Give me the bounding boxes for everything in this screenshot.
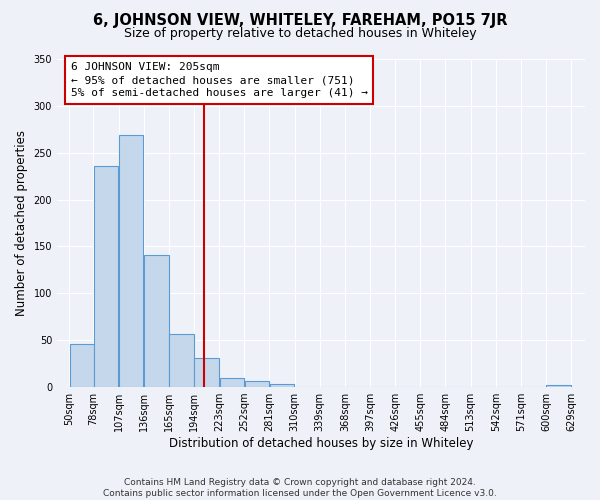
Text: 6 JOHNSON VIEW: 205sqm
← 95% of detached houses are smaller (751)
5% of semi-det: 6 JOHNSON VIEW: 205sqm ← 95% of detached… <box>71 62 368 98</box>
Bar <box>220 378 244 387</box>
Bar <box>547 385 571 387</box>
Bar <box>169 334 194 387</box>
X-axis label: Distribution of detached houses by size in Whiteley: Distribution of detached houses by size … <box>169 437 473 450</box>
Bar <box>70 344 94 387</box>
Y-axis label: Number of detached properties: Number of detached properties <box>15 130 28 316</box>
Bar <box>245 382 269 387</box>
Text: Contains HM Land Registry data © Crown copyright and database right 2024.
Contai: Contains HM Land Registry data © Crown c… <box>103 478 497 498</box>
Text: Size of property relative to detached houses in Whiteley: Size of property relative to detached ho… <box>124 28 476 40</box>
Bar <box>119 135 143 387</box>
Text: 6, JOHNSON VIEW, WHITELEY, FAREHAM, PO15 7JR: 6, JOHNSON VIEW, WHITELEY, FAREHAM, PO15… <box>93 12 507 28</box>
Bar <box>144 255 169 387</box>
Bar <box>194 358 219 387</box>
Bar <box>94 166 118 387</box>
Bar <box>270 384 294 387</box>
